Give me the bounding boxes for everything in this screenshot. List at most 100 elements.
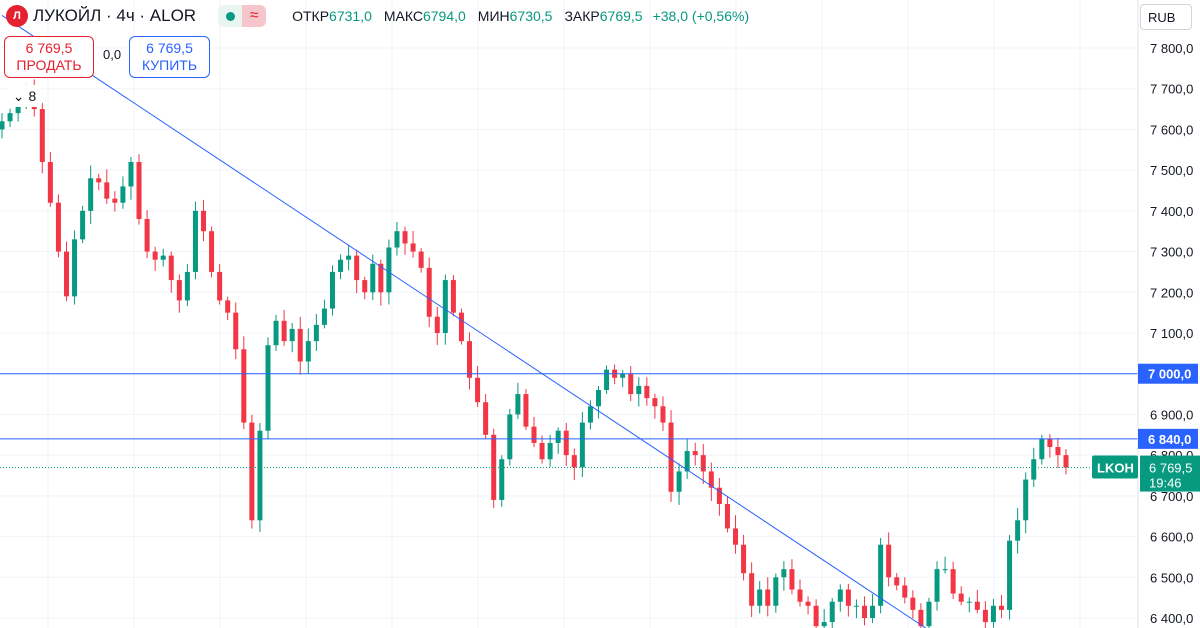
buy-price: 6 769,5	[146, 40, 193, 56]
candle-body	[305, 341, 311, 362]
candle-body	[475, 377, 481, 403]
candle-body	[7, 113, 13, 122]
currency-selector[interactable]: RUB	[1140, 4, 1192, 30]
candle-body	[870, 605, 876, 618]
candle-body	[845, 589, 851, 606]
candle-body	[499, 459, 505, 500]
price-tick-label: 6 600,0	[1150, 530, 1193, 545]
candle-body	[136, 162, 142, 219]
sell-label: ПРОДАТЬ	[16, 57, 82, 73]
candle-body	[1031, 459, 1037, 480]
candle-body	[813, 605, 819, 627]
candle-body	[781, 569, 787, 578]
candle-body	[910, 597, 916, 610]
candle-body	[120, 186, 126, 203]
sell-button[interactable]: 6 769,5 ПРОДАТЬ	[4, 36, 94, 78]
candle-body	[241, 349, 247, 423]
price-tick-label: 7 800,0	[1150, 41, 1193, 56]
candle-body	[249, 422, 255, 521]
candle-body	[878, 544, 884, 606]
candle-body	[88, 178, 94, 211]
price-tick-label: 6 900,0	[1150, 407, 1193, 422]
spread-value: 0,0	[103, 47, 122, 62]
candle-body	[321, 308, 327, 325]
candle-body	[918, 609, 924, 627]
price-tick-label: 7 600,0	[1150, 122, 1193, 137]
candle-body	[418, 251, 424, 268]
candle-body	[297, 328, 303, 362]
market-status-pill[interactable]: ≈	[218, 5, 267, 27]
candle-body	[1015, 520, 1021, 541]
candle-body	[660, 406, 666, 423]
candle-body	[176, 280, 182, 301]
candle-body	[926, 601, 932, 627]
candle-body	[410, 243, 416, 252]
candle-body	[201, 210, 207, 232]
candle-body	[72, 239, 78, 297]
price-tick-label: 7 500,0	[1150, 163, 1193, 178]
candle-body	[934, 569, 940, 602]
candle-body	[483, 402, 489, 435]
chevron-down-icon: ⌄	[12, 87, 25, 104]
candle-body	[104, 182, 110, 199]
close-value: 6769,5	[599, 8, 643, 24]
candle-body	[741, 544, 747, 574]
price-tick-label: 6 700,0	[1150, 489, 1193, 504]
chart-header: Л ЛУКОЙЛ · 4ч · ALOR ≈ ОТКР 6731,0 МАКС 67…	[0, 0, 749, 32]
indicators-toggle[interactable]: ⌄ 8	[7, 85, 42, 107]
candle-body	[579, 422, 585, 468]
candle-body	[547, 442, 553, 460]
delayed-data-icon: ≈	[242, 5, 267, 27]
candle-body	[950, 569, 956, 594]
last-price-value: 6 769,5	[1149, 461, 1192, 476]
candle-body	[362, 280, 368, 293]
candle-body	[757, 589, 763, 606]
ticker-badge-bg	[1092, 455, 1138, 479]
low-value: 6730,5	[509, 8, 553, 24]
level-label: 6 840,0	[1148, 432, 1191, 447]
last-price-badge-bg	[1140, 455, 1200, 492]
candle-body	[354, 255, 360, 281]
candle-body	[467, 341, 473, 378]
candle-body	[96, 178, 102, 183]
candle-body	[982, 609, 988, 623]
candle-body	[1023, 479, 1029, 521]
level-label-bg	[1138, 363, 1198, 384]
candle-body	[990, 605, 996, 623]
candle-body	[604, 369, 610, 390]
candle-body	[765, 589, 771, 606]
candle-body	[289, 328, 295, 342]
candle-body	[902, 585, 908, 598]
candle-body	[539, 442, 545, 460]
candle-body	[386, 247, 392, 293]
candle-body	[346, 255, 352, 260]
price-tick-label: 6 400,0	[1150, 611, 1193, 626]
symbol-title[interactable]: ЛУКОЙЛ · 4ч · ALOR	[33, 6, 197, 25]
candle-body	[426, 267, 432, 317]
candle-body	[797, 589, 803, 602]
price-tick-label: 7 200,0	[1150, 285, 1193, 300]
candle-body	[886, 544, 892, 578]
candle-body	[515, 394, 521, 415]
buy-label: КУПИТЬ	[141, 57, 198, 73]
candle-body	[281, 320, 287, 342]
candle-body	[184, 271, 190, 301]
candle-body	[692, 451, 698, 456]
candle-body	[257, 430, 263, 521]
buy-button[interactable]: 6 769,5 КУПИТЬ	[129, 36, 210, 78]
candle-body	[829, 601, 835, 623]
sell-price: 6 769,5	[25, 40, 73, 56]
candle-body	[55, 202, 61, 252]
candle-body	[733, 528, 739, 545]
candle-body	[209, 231, 215, 272]
price-tick-label: 6 500,0	[1150, 570, 1193, 585]
candle-body	[942, 569, 948, 571]
open-label: ОТКР	[292, 8, 330, 24]
candle-body	[442, 280, 448, 333]
candle-body	[999, 605, 1005, 610]
candle-body	[749, 573, 755, 606]
grid	[0, 0, 1138, 628]
candle-body	[450, 280, 456, 313]
candle-body	[39, 109, 45, 162]
